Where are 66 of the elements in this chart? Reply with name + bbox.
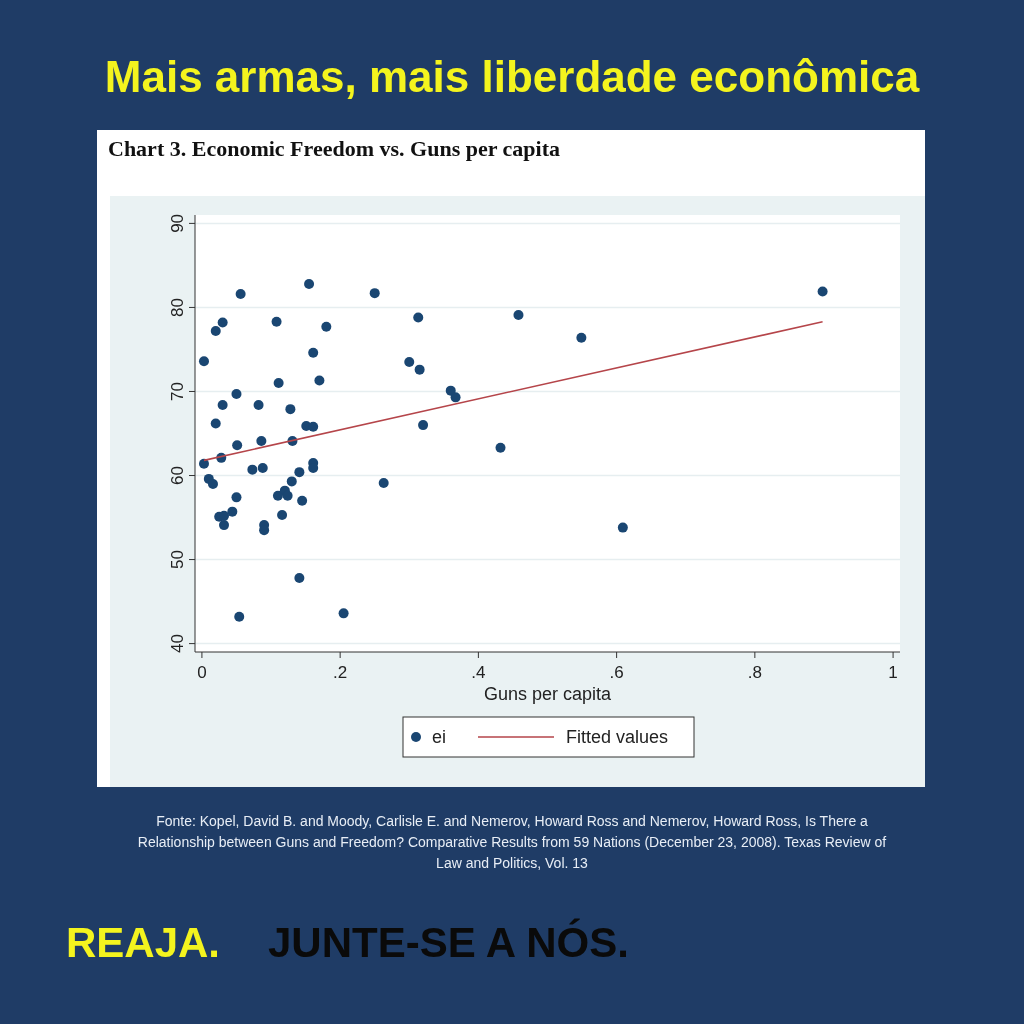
point [450,392,461,403]
point [257,462,268,473]
point [294,467,305,478]
point [247,464,258,475]
point [198,458,209,469]
point [314,375,325,386]
point [294,573,305,584]
point [617,522,628,533]
y-tick-label: 50 [168,550,187,570]
x-tick-label: .6 [609,663,624,682]
point [210,325,221,336]
point [418,420,429,431]
point [217,317,228,328]
point [271,316,282,327]
point [273,378,284,389]
point [308,347,319,358]
x-tick-label: .4 [471,663,486,682]
point [207,478,218,489]
point [308,421,319,432]
source-note: Fonte: Kopel, David B. and Moody, Carlisle E. and Nemerov, Howard Ross and Nemerov, Howard Ross, Is There a Relationship between Guns and Freedom? Comparative Results from 59 Nations (December 23, 2008). Texas Review of Law and Politics, Vol. 13 [137,813,887,871]
point [338,608,349,619]
point [277,510,288,521]
point [227,506,238,517]
x-tick-label: .8 [747,663,762,682]
point [217,399,228,410]
point [304,278,315,289]
point [576,332,587,343]
point [513,310,524,321]
point [282,490,293,501]
y-tick-label: 80 [168,297,187,317]
point [413,312,424,323]
y-tick-label: 40 [168,634,187,654]
point [210,418,221,429]
x-tick-label: .2 [333,663,348,682]
text: REAJA. [66,919,221,966]
point [231,389,242,399]
text: JUNTE-SE A NÓS. [268,918,629,966]
chart-subtitle: Chart 3. Economic Freedom vs. Guns per capita [108,136,560,161]
point [234,611,245,622]
x-axis-title: Guns per capita [483,684,613,704]
chart-title: Mais armas, mais liberdade econômica [104,52,920,101]
point [232,440,243,451]
point [297,495,308,506]
point [369,288,380,299]
point [253,399,264,410]
point [219,520,230,531]
point [495,442,506,453]
point [235,289,246,299]
point [272,490,283,501]
point [817,286,828,297]
point [285,404,296,415]
x-tick-label: 0 [197,663,207,682]
point [378,478,389,489]
point [286,476,297,487]
point [256,436,267,447]
legend-label: ei [432,727,447,747]
x-tick-label: 1 [888,663,898,682]
point [404,357,415,368]
point [321,321,332,332]
y-tick-label: 60 [168,466,187,485]
legend-label: Fitted values [566,727,669,747]
y-tick-label: 90 [168,213,187,233]
point [198,356,209,367]
y-tick-label: 70 [168,382,187,401]
point [414,364,425,375]
point [231,492,242,503]
